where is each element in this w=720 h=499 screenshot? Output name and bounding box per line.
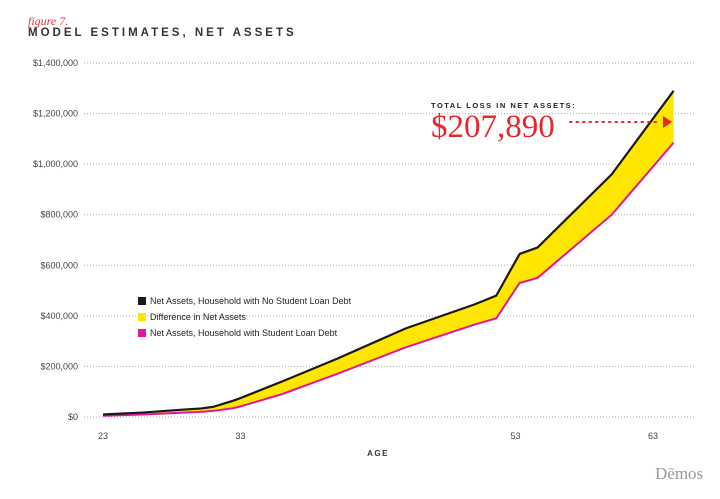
total-loss-value: $207,890 xyxy=(431,109,555,145)
no-debt-line xyxy=(102,90,675,416)
legend-item-no-debt: Net Assets, Household with No Student Lo… xyxy=(138,296,351,306)
y-tick-label: $400,000 xyxy=(40,311,78,321)
total-loss-label: TOTAL LOSS IN NET ASSETS: xyxy=(431,101,577,110)
y-tick-label: $1,000,000 xyxy=(33,159,78,169)
y-tick-label: $200,000 xyxy=(40,361,78,371)
x-tick-label: 53 xyxy=(510,431,520,441)
legend-label: Difference in Net Assets xyxy=(150,312,246,322)
with-debt-line xyxy=(102,141,675,417)
legend-label: Net Assets, Household with Student Loan … xyxy=(150,328,338,338)
x-axis-label: AGE xyxy=(367,449,389,458)
y-tick-label: $0 xyxy=(68,412,78,422)
figure-number: figure 7. xyxy=(28,14,69,28)
legend-item-with-debt: Net Assets, Household with Student Loan … xyxy=(138,328,337,338)
legend-swatch xyxy=(138,329,146,337)
x-tick-label: 63 xyxy=(648,431,658,441)
x-tick-label: 33 xyxy=(235,431,245,441)
y-tick-label: $1,400,000 xyxy=(33,58,78,68)
y-tick-label: $800,000 xyxy=(40,210,78,220)
y-tick-label: $1,200,000 xyxy=(33,109,78,119)
legend-swatch xyxy=(138,297,146,305)
y-tick-label: $600,000 xyxy=(40,260,78,270)
legend-swatch xyxy=(138,313,146,321)
chart-title: MODEL ESTIMATES, NET ASSETS xyxy=(28,27,297,39)
demos-logo: Dēmos xyxy=(655,464,704,483)
legend-label: Net Assets, Household with No Student Lo… xyxy=(150,296,352,306)
difference-area xyxy=(103,90,674,416)
legend-item-difference: Difference in Net Assets xyxy=(138,312,246,322)
arrow xyxy=(569,116,672,128)
x-tick-label: 23 xyxy=(98,431,108,441)
